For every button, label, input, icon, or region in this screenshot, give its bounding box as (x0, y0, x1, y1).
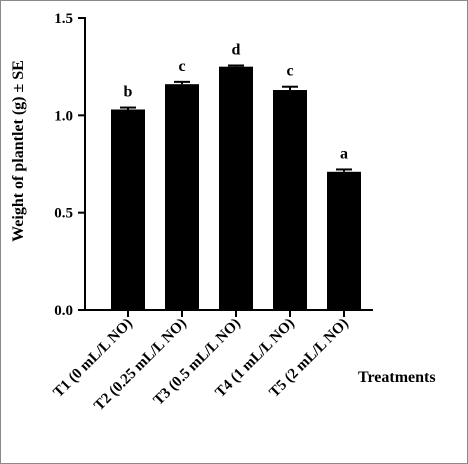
error-bars-group (120, 64, 352, 172)
bars-group (111, 66, 361, 311)
y-tick-label-2: 1.0 (54, 108, 73, 124)
bar-2 (165, 84, 199, 310)
x-axis: T1 (0 mL/L NO)T2 (0.25 mL/L NO)T3 (0.5 m… (51, 309, 373, 415)
y-axis: 0.0 0.5 1.0 1.5 (54, 11, 86, 319)
significance-letter-2: c (178, 58, 185, 75)
bar-4 (273, 90, 307, 310)
y-tick-label-0: 0.0 (54, 303, 73, 319)
error-bar-1 (120, 106, 136, 110)
bar-1 (111, 109, 145, 310)
x-axis-title: Treatments (358, 369, 436, 386)
significance-letter-4: c (286, 63, 293, 80)
bar-3 (219, 66, 253, 311)
significance-letter-1: b (124, 84, 133, 101)
significance-letter-5: a (340, 145, 348, 162)
y-tick-label-1: 0.5 (54, 206, 73, 222)
error-bar-3 (228, 64, 244, 67)
significance-letters-group: b c d c a (124, 41, 348, 162)
y-tick-label-3: 1.5 (54, 11, 73, 27)
x-tick-label-2: T2 (0.25 mL/L NO) (91, 316, 190, 415)
error-bar-4 (282, 85, 298, 91)
significance-letter-3: d (232, 41, 241, 58)
error-bar-2 (174, 80, 190, 85)
y-axis-title: Weight of plantlet (g) ± SE (10, 60, 27, 242)
error-bar-5 (336, 168, 352, 172)
bar-5 (327, 171, 361, 310)
